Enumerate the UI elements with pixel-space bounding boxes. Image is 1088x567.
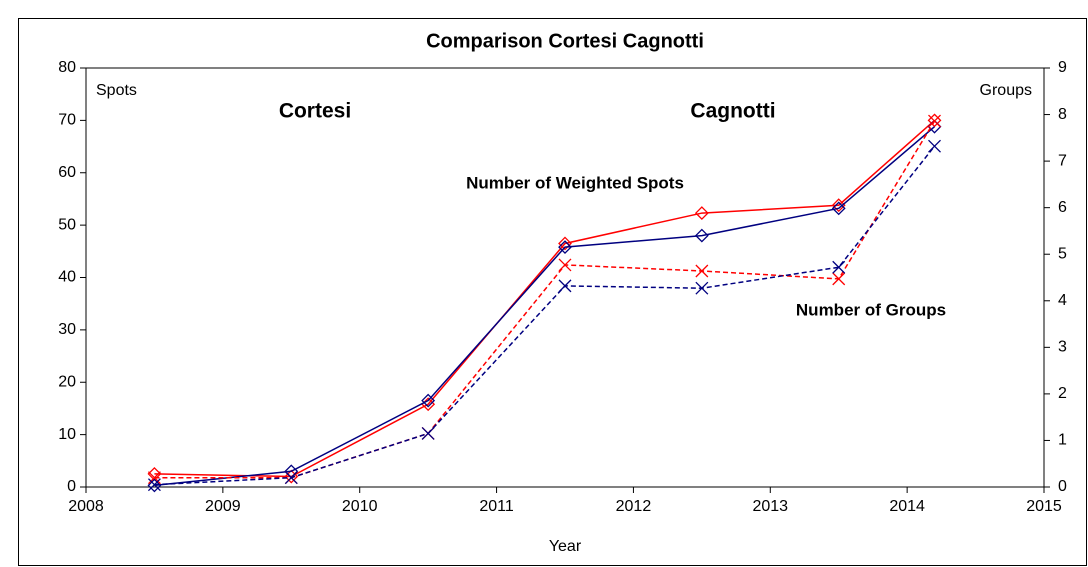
marker <box>558 258 572 272</box>
x-tick-label: 2015 <box>1026 498 1062 515</box>
y2-tick-label: 4 <box>1058 292 1067 309</box>
marker <box>831 198 846 213</box>
marker <box>832 272 846 286</box>
y-tick-label: 30 <box>58 321 76 338</box>
annotation: Number of Groups <box>796 300 946 319</box>
marker <box>147 478 162 493</box>
marker <box>421 427 435 440</box>
marker <box>694 206 709 220</box>
y2-tick-label: 6 <box>1058 199 1067 216</box>
y2-tick-label: 8 <box>1058 106 1067 123</box>
x-tick-label: 2009 <box>205 498 241 515</box>
x-axis-label: Year <box>549 538 582 555</box>
y2-tick-label: 1 <box>1058 432 1067 449</box>
marker <box>831 201 846 216</box>
y-tick-label: 0 <box>67 478 76 495</box>
marker <box>695 281 709 295</box>
marker <box>421 393 436 408</box>
marker <box>147 471 161 485</box>
y2-tick-label: 5 <box>1058 245 1067 262</box>
series-line <box>154 126 936 487</box>
marker <box>927 113 942 128</box>
marker <box>284 471 298 485</box>
annotation: Cagnotti <box>690 100 775 123</box>
marker <box>694 228 709 243</box>
marker <box>558 236 572 251</box>
x-tick-label: 2008 <box>68 498 104 515</box>
marker <box>928 139 941 153</box>
y2-tick-label: 2 <box>1058 385 1067 402</box>
y2-axis-label: Groups <box>980 82 1032 99</box>
x-tick-label: 2014 <box>889 498 925 515</box>
x-tick-label: 2011 <box>479 498 514 515</box>
y2-tick-label: 9 <box>1058 59 1067 76</box>
y-axis-label: Spots <box>96 82 137 99</box>
annotation: Number of Weighted Spots <box>466 173 684 192</box>
x-tick-label: 2012 <box>616 498 652 515</box>
y2-tick-label: 3 <box>1058 339 1067 356</box>
marker <box>558 240 572 255</box>
marker <box>695 264 709 278</box>
y-tick-label: 20 <box>58 373 76 390</box>
x-tick-label: 2010 <box>342 498 378 515</box>
marker <box>147 478 161 492</box>
y-tick-label: 50 <box>58 216 76 233</box>
x-tick-label: 2013 <box>752 498 788 515</box>
y-tick-label: 10 <box>58 426 76 443</box>
y-tick-label: 40 <box>58 269 76 286</box>
y2-tick-label: 0 <box>1058 478 1067 495</box>
y-tick-label: 60 <box>58 164 76 181</box>
marker <box>832 260 846 274</box>
marker <box>558 279 572 293</box>
y2-tick-label: 7 <box>1058 152 1067 169</box>
y-tick-label: 70 <box>58 112 76 129</box>
annotation: Cortesi <box>279 100 351 123</box>
chart-title: Comparison Cortesi Cagnotti <box>426 30 704 52</box>
marker <box>928 114 941 128</box>
y-tick-label: 80 <box>58 59 76 76</box>
